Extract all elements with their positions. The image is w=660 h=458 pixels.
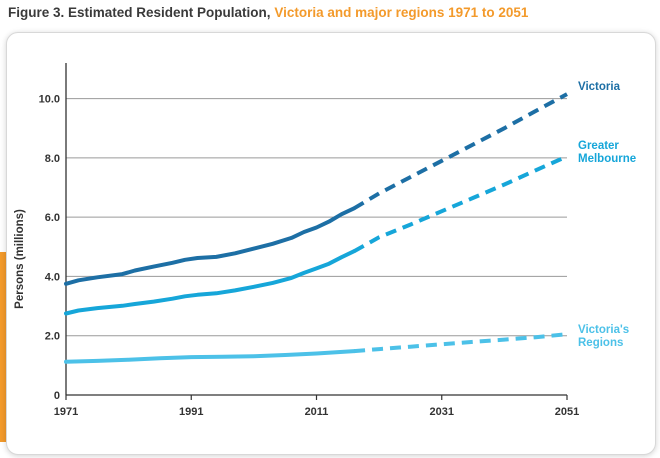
series-line-victoria-estimated [64, 206, 357, 286]
chart-card: 0 2.0 4.0 6.0 8.0 10.0 1971 1991 2011 2031 2051 Per… [6, 32, 656, 455]
y-tick-label: 2.0 [45, 331, 60, 343]
x-tick-label: 1991 [179, 406, 203, 418]
series-line-victoria-s-regions-projected [353, 332, 568, 354]
y-tick-label: 0 [54, 390, 60, 402]
axes: 0 2.0 4.0 6.0 8.0 10.0 1971 1991 2011 2031 2051 Per… [14, 63, 579, 418]
series-label-greater-melbourne: Greater [578, 140, 619, 152]
series-label-victoria-s-regions: Regions [578, 337, 623, 349]
y-axis-title: Persons (millions) [14, 209, 26, 309]
series-line-greater-melbourne-estimated [64, 249, 357, 316]
x-tick-label: 2051 [555, 406, 579, 418]
population-line-chart: 0 2.0 4.0 6.0 8.0 10.0 1971 1991 2011 2031 2051 Per… [14, 63, 636, 418]
y-tick-label: 10.0 [39, 94, 60, 106]
y-tick-label: 4.0 [45, 271, 60, 283]
series-line-victoria-s-regions-estimated [64, 349, 357, 364]
series-label-victoria-s-regions: Victoria's [578, 324, 629, 336]
gridlines [66, 98, 567, 337]
x-tick-label: 2031 [430, 406, 454, 418]
series-line-greater-melbourne-projected [353, 154, 568, 253]
series-lines [64, 92, 568, 364]
series-label-victoria: Victoria [578, 81, 621, 93]
y-tick-label: 8.0 [45, 153, 60, 165]
y-tick-label: 6.0 [45, 212, 60, 224]
figure-title-accent: Victoria and major regions 1971 to 2051 [274, 5, 529, 20]
figure-title: Figure 3. Estimated Resident Population,… [8, 5, 528, 20]
x-tick-label: 2011 [305, 406, 329, 418]
x-tick-label: 1971 [54, 406, 78, 418]
series-label-greater-melbourne: Melbourne [578, 153, 636, 165]
accent-tab [0, 252, 11, 442]
figure-title-lead: Figure 3. Estimated Resident Population, [8, 5, 271, 20]
series-line-victoria-projected [353, 92, 568, 211]
